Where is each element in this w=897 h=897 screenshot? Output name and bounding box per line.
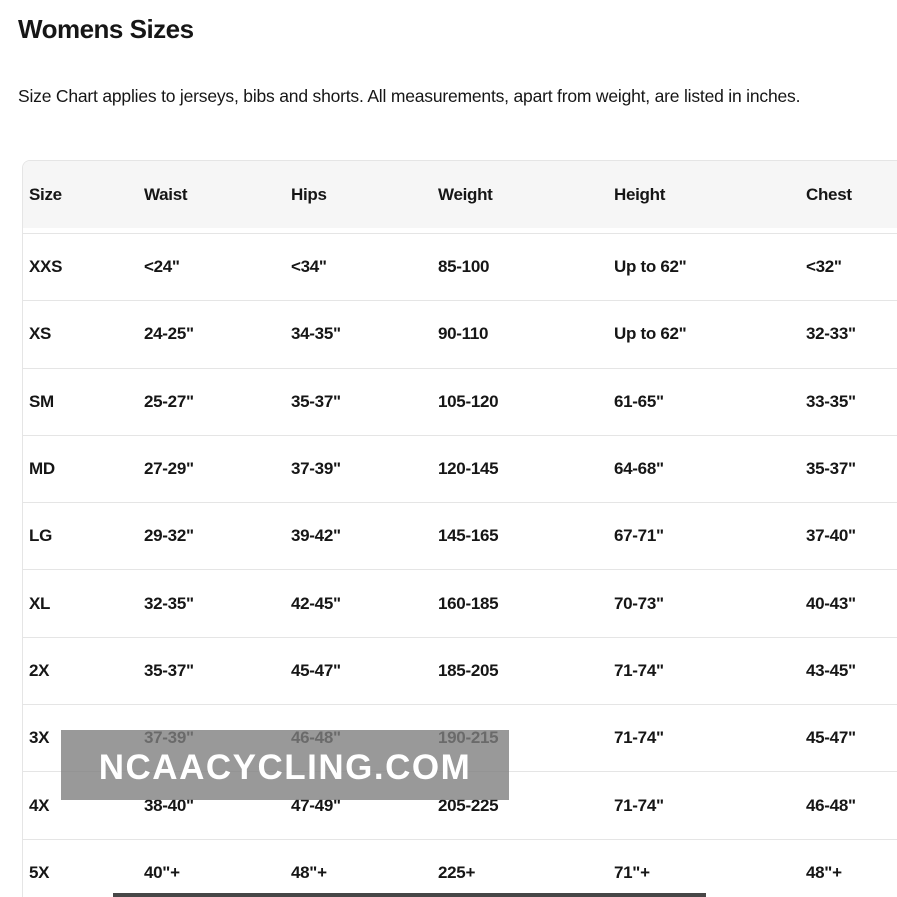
value-cell: 33-35" — [806, 391, 856, 411]
column-header-chest: Chest — [806, 184, 852, 204]
table-row: SM 25-27" 35-37" 105-120 61-65" 33-35" — [23, 367, 897, 435]
column-header-hips: Hips — [291, 184, 327, 204]
value-cell: Up to 62" — [614, 257, 687, 277]
value-cell: 25-27" — [144, 391, 194, 411]
watermark-overlay: NCAACYCLING.COM — [61, 730, 509, 800]
table-row: 4X 38-40" 47-49" 205-225 71-74" 46-48" — [23, 771, 897, 838]
table-row: LG 29-32" 39-42" 145-165 67-71" 37-40" — [23, 502, 897, 569]
size-cell: MD — [29, 459, 55, 479]
value-cell: 48"+ — [291, 862, 327, 882]
size-cell: LG — [29, 526, 53, 546]
value-cell: 39-42" — [291, 526, 341, 546]
value-cell: 37-40" — [806, 526, 856, 546]
size-cell: 4X — [29, 795, 50, 815]
value-cell: 40-43" — [806, 593, 856, 613]
value-cell: <32" — [806, 257, 842, 277]
value-cell: 70-73" — [614, 593, 664, 613]
value-cell: 105-120 — [438, 391, 499, 411]
size-cell: 5X — [29, 862, 50, 882]
value-cell: 45-47" — [806, 728, 856, 748]
value-cell: 205-225 — [438, 795, 499, 815]
size-cell: XXS — [29, 257, 63, 277]
value-cell: 29-32" — [144, 526, 194, 546]
value-cell: 71-74" — [614, 660, 664, 680]
size-cell: XS — [29, 324, 52, 344]
value-cell: 160-185 — [438, 593, 499, 613]
table-row: 5X 40"+ 48"+ 225+ 71"+ 48"+ — [23, 838, 897, 897]
table-row: MD 27-29" 37-39" 120-145 64-68" 35-37" — [23, 434, 897, 502]
size-cell: 3X — [29, 728, 50, 748]
value-cell: 64-68" — [614, 459, 664, 479]
value-cell: 34-35" — [291, 324, 341, 344]
value-cell: 185-205 — [438, 660, 499, 680]
value-cell: 71"+ — [614, 862, 650, 882]
bottom-dark-bar — [113, 893, 706, 897]
value-cell: 46-48" — [806, 795, 856, 815]
value-cell: 67-71" — [614, 526, 664, 546]
column-header-height: Height — [614, 184, 666, 204]
value-cell: 38-40" — [144, 795, 194, 815]
table-row: XL 32-35" 42-45" 160-185 70-73" 40-43" — [23, 569, 897, 636]
page-subtitle: Size Chart applies to jerseys, bibs and … — [18, 86, 801, 106]
value-cell: 71-74" — [614, 728, 664, 748]
value-cell: 71-74" — [614, 795, 664, 815]
value-cell: <24" — [144, 257, 180, 277]
value-cell: 43-45" — [806, 660, 856, 680]
column-header-waist: Waist — [144, 184, 188, 204]
size-cell: 2X — [29, 660, 50, 680]
value-cell: 225+ — [438, 862, 476, 882]
value-cell: <34" — [291, 257, 327, 277]
value-cell: Up to 62" — [614, 324, 687, 344]
value-cell: 120-145 — [438, 459, 499, 479]
value-cell: 32-35" — [144, 593, 194, 613]
value-cell: 61-65" — [614, 391, 664, 411]
size-cell: XL — [29, 593, 51, 613]
value-cell: 45-47" — [291, 660, 341, 680]
value-cell: 40"+ — [144, 862, 180, 882]
column-header-size: Size — [29, 184, 62, 204]
table-header-row: Size Waist Hips Weight Height Chest — [23, 161, 897, 228]
value-cell: 145-165 — [438, 526, 499, 546]
value-cell: 35-37" — [291, 391, 341, 411]
value-cell: 47-49" — [291, 795, 341, 815]
value-cell: 37-39" — [291, 459, 341, 479]
watermark-text: NCAACYCLING.COM — [98, 747, 472, 787]
table-row: XS 24-25" 34-35" 90-110 Up to 62" 32-33" — [23, 300, 897, 367]
size-cell: SM — [29, 391, 54, 411]
value-cell: 90-110 — [438, 324, 489, 344]
column-header-weight: Weight — [438, 184, 493, 204]
value-cell: 35-37" — [144, 660, 194, 680]
page-title: Womens Sizes — [18, 14, 194, 44]
value-cell: 24-25" — [144, 324, 194, 344]
value-cell: 48"+ — [806, 862, 842, 882]
value-cell: 42-45" — [291, 593, 341, 613]
table-row: XXS <24" <34" 85-100 Up to 62" <32" — [23, 233, 897, 300]
value-cell: 32-33" — [806, 324, 856, 344]
value-cell: 85-100 — [438, 257, 490, 277]
value-cell: 35-37" — [806, 459, 856, 479]
value-cell: 27-29" — [144, 459, 194, 479]
table-row: 2X 35-37" 45-47" 185-205 71-74" 43-45" — [23, 636, 897, 704]
